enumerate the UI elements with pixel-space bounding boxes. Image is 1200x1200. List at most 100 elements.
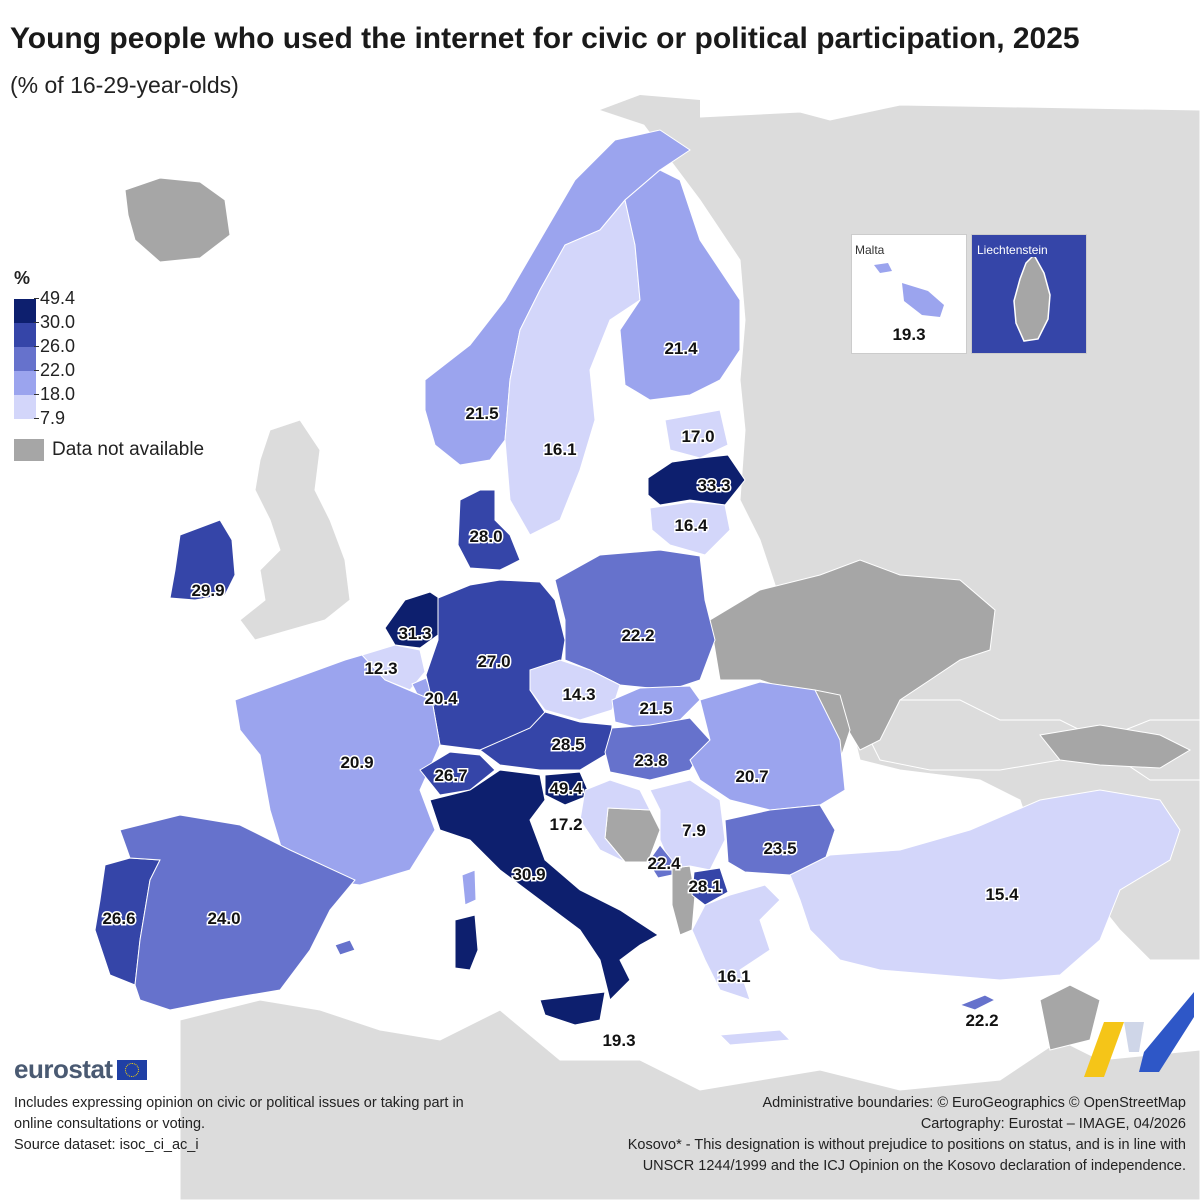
label-bulgaria: 23.5 — [763, 839, 796, 858]
cyprus — [958, 994, 997, 1011]
label-serbia: 7.9 — [682, 821, 706, 840]
credits: Administrative boundaries: © EuroGeograp… — [506, 1093, 1186, 1177]
label-luxembourg: 20.4 — [424, 689, 458, 708]
legend-swatch — [14, 395, 36, 419]
switzerland — [419, 751, 496, 796]
inset-liechtenstein-name: Liechtenstein — [975, 243, 1050, 257]
label-north-macedonia: 28.1 — [688, 877, 721, 896]
crete — [718, 1029, 792, 1046]
label-belgium: 12.3 — [364, 659, 397, 678]
footnote-line: online consultations or voting. — [14, 1116, 206, 1132]
inset-malta-name: Malta — [855, 243, 885, 257]
montenegro — [647, 844, 673, 879]
credits-line: Cartography: Eurostat – IMAGE, 04/2026 — [920, 1116, 1186, 1132]
greece — [691, 884, 781, 1001]
label-malta: 19.3 — [602, 1031, 635, 1050]
denmark — [457, 489, 521, 571]
legend-break: 26.0 — [33, 336, 76, 356]
map-title: Young people who used the internet for c… — [10, 22, 1080, 55]
footnote-line: Source dataset: isoc_ci_ac_i — [14, 1137, 199, 1153]
label-latvia: 33.3 — [697, 476, 730, 495]
land-africa — [179, 999, 1200, 1200]
finland — [619, 169, 741, 401]
hungary — [604, 717, 711, 781]
croatia — [579, 779, 651, 863]
label-netherlands: 31.3 — [398, 624, 431, 643]
label-denmark: 28.0 — [469, 527, 502, 546]
legend-na-label: Data not available — [52, 439, 205, 460]
label-montenegro: 22.4 — [647, 854, 681, 873]
slovakia — [611, 685, 701, 729]
legend-swatch — [14, 299, 36, 323]
legend-break: 22.0 — [33, 360, 76, 380]
czechia — [529, 659, 621, 721]
label-ireland: 29.9 — [191, 581, 224, 600]
slovenia — [544, 771, 591, 806]
inset-malta: Malta 19.3 — [851, 234, 967, 354]
label-sweden: 16.1 — [543, 440, 576, 459]
footnote: Includes expressing opinion on civic or … — [14, 1093, 554, 1156]
turkiye — [789, 789, 1181, 981]
label-cyprus: 22.2 — [965, 1011, 998, 1030]
inset-liechtenstein: Liechtenstein — [971, 234, 1087, 354]
legend: % 49.4 30.0 26.0 22.0 18.0 7.9 Data not … — [14, 268, 204, 461]
italy — [429, 769, 659, 1001]
label-germany: 27.0 — [477, 652, 510, 671]
liechtenstein-shape — [1013, 253, 1051, 342]
legend-not-available: Data not available — [14, 439, 204, 461]
label-czechia: 14.3 — [562, 685, 595, 704]
label-greece: 16.1 — [717, 967, 750, 986]
land-greenland-edge — [600, 95, 700, 130]
legend-break: 49.4 — [33, 288, 76, 308]
legend-class-3: 26.0 — [14, 336, 204, 371]
spain — [119, 814, 356, 1011]
legend-swatch — [14, 323, 36, 347]
credits-line: Administrative boundaries: © EuroGeograp… — [762, 1095, 1186, 1111]
eurostat-logo: eurostat — [14, 1054, 147, 1085]
iceland — [124, 177, 231, 263]
france — [234, 654, 441, 886]
legend-class-end: 7.9 — [14, 408, 204, 428]
latvia — [647, 454, 746, 506]
credits-line: Kosovo* - This designation is without pr… — [627, 1137, 1186, 1153]
north-macedonia — [691, 867, 729, 906]
inset-malta-value: 19.3 — [892, 325, 926, 344]
label-romania: 20.7 — [735, 767, 768, 786]
label-poland: 22.2 — [621, 626, 654, 645]
label-portugal: 26.6 — [102, 909, 135, 928]
balearic — [334, 939, 356, 956]
legend-swatch — [14, 371, 36, 395]
label-slovenia: 49.4 — [549, 779, 583, 798]
logo-text: eurostat — [14, 1054, 113, 1084]
georgia-area — [1039, 724, 1192, 769]
label-switzerland: 26.7 — [434, 766, 467, 785]
legend-class-1: 49.4 — [14, 288, 204, 323]
legend-break: 7.9 — [33, 408, 66, 428]
germany — [425, 579, 566, 751]
legend-swatch — [14, 347, 36, 371]
label-turkiye: 15.4 — [985, 885, 1019, 904]
label-croatia: 17.2 — [549, 815, 582, 834]
sicily — [539, 991, 606, 1026]
label-lithuania: 16.4 — [674, 516, 708, 535]
label-slovakia: 21.5 — [639, 699, 672, 718]
label-italy: 30.9 — [512, 865, 545, 884]
label-hungary: 23.8 — [634, 751, 667, 770]
label-spain: 24.0 — [207, 909, 240, 928]
legend-class-4: 22.0 — [14, 360, 204, 395]
label-norway: 21.5 — [465, 404, 498, 423]
footnote-line: Includes expressing opinion on civic or … — [14, 1095, 464, 1111]
credits-line: UNSCR 1244/1999 and the ICJ Opinion on t… — [642, 1158, 1186, 1174]
decorative-stripes-icon — [1084, 992, 1194, 1077]
label-finland: 21.4 — [664, 339, 698, 358]
ireland — [169, 519, 236, 601]
legend-unit: % — [14, 268, 31, 288]
label-france: 20.9 — [340, 753, 373, 772]
estonia — [664, 409, 729, 459]
legend-break: 30.0 — [33, 312, 76, 332]
label-estonia: 17.0 — [681, 427, 714, 446]
land-uk — [239, 419, 351, 641]
sardinia — [454, 914, 479, 971]
legend-na-swatch — [14, 439, 44, 461]
